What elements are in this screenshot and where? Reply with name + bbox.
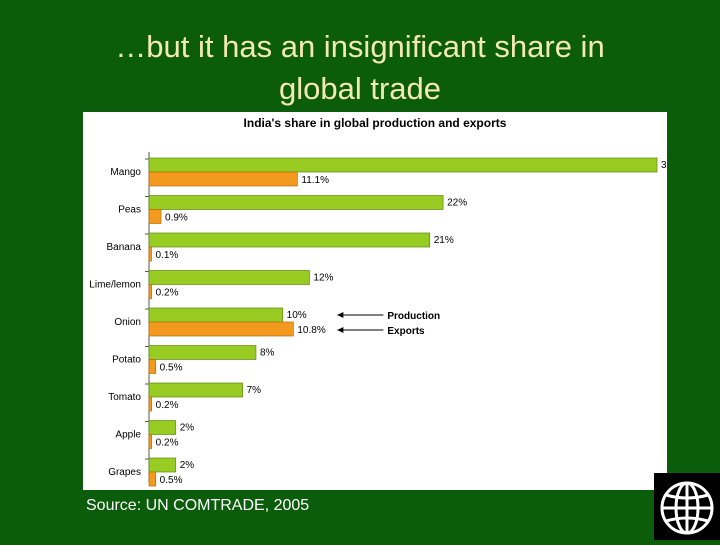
exports-bar xyxy=(148,471,157,487)
category-label: Banana xyxy=(107,242,142,253)
exports-bar xyxy=(148,396,153,412)
category-label: Peas xyxy=(118,205,141,216)
production-bar xyxy=(148,345,257,360)
exports-value-label: 0.2% xyxy=(156,288,179,299)
source-note: Source: UN COMTRADE, 2005 xyxy=(86,497,310,514)
slide-title-line-2: global trade xyxy=(278,71,441,106)
chart-title: India's share in global production and e… xyxy=(244,116,507,130)
production-value-label: 38% xyxy=(661,160,667,171)
legend-label-production: Production xyxy=(387,311,440,322)
exports-bar xyxy=(148,321,294,337)
legend-label-exports: Exports xyxy=(387,326,425,337)
production-value-label: 7% xyxy=(247,385,262,396)
slide-title-line-1: …but it has an insignificant share in xyxy=(115,29,605,64)
category-label: Lime/lemon xyxy=(89,280,141,291)
exports-bar xyxy=(148,209,162,224)
legend-arrowhead-exports xyxy=(337,327,344,333)
exports-value-label: 0.5% xyxy=(160,475,183,486)
exports-value-label: 11.1% xyxy=(301,175,329,186)
production-value-label: 12% xyxy=(313,273,333,284)
production-value-label: 21% xyxy=(434,235,454,246)
production-value-label: 2% xyxy=(180,460,195,471)
category-label: Tomato xyxy=(108,392,141,403)
production-bar xyxy=(148,270,310,285)
production-value-label: 22% xyxy=(447,198,467,209)
exports-value-label: 0.1% xyxy=(156,250,179,261)
production-bar xyxy=(148,307,284,323)
world-bank-globe-icon xyxy=(660,481,714,535)
exports-value-label: 0.5% xyxy=(160,363,183,374)
category-label: Mango xyxy=(110,167,141,178)
production-value-label: 2% xyxy=(180,423,195,434)
production-value-label: 8% xyxy=(260,348,275,359)
exports-bar xyxy=(148,359,157,374)
production-bar xyxy=(148,382,243,398)
bar-chart: India's share in global production and e… xyxy=(89,116,667,487)
production-value-label: 10% xyxy=(287,310,307,321)
slide-title: …but it has an insignificant share in gl… xyxy=(40,26,680,110)
exports-bar xyxy=(148,284,153,299)
exports-value-label: 10.8% xyxy=(297,325,325,336)
exports-bar xyxy=(148,434,153,449)
world-bank-logo xyxy=(654,473,720,540)
category-label: Apple xyxy=(115,430,141,441)
exports-bar xyxy=(148,171,298,187)
production-bar xyxy=(148,457,177,473)
production-bar xyxy=(148,420,177,435)
category-label: Onion xyxy=(114,317,141,328)
exports-value-label: 0.2% xyxy=(156,438,179,449)
exports-value-label: 0.9% xyxy=(165,213,188,224)
category-label: Grapes xyxy=(108,467,141,478)
legend-arrowhead-production xyxy=(337,312,344,318)
chart-panel: India's share in global production and e… xyxy=(83,112,667,490)
exports-value-label: 0.2% xyxy=(156,400,179,411)
production-bar xyxy=(148,195,444,210)
category-label: Potato xyxy=(112,355,141,366)
production-bar xyxy=(148,232,431,248)
production-bar xyxy=(148,157,658,173)
exports-bar xyxy=(148,246,152,262)
